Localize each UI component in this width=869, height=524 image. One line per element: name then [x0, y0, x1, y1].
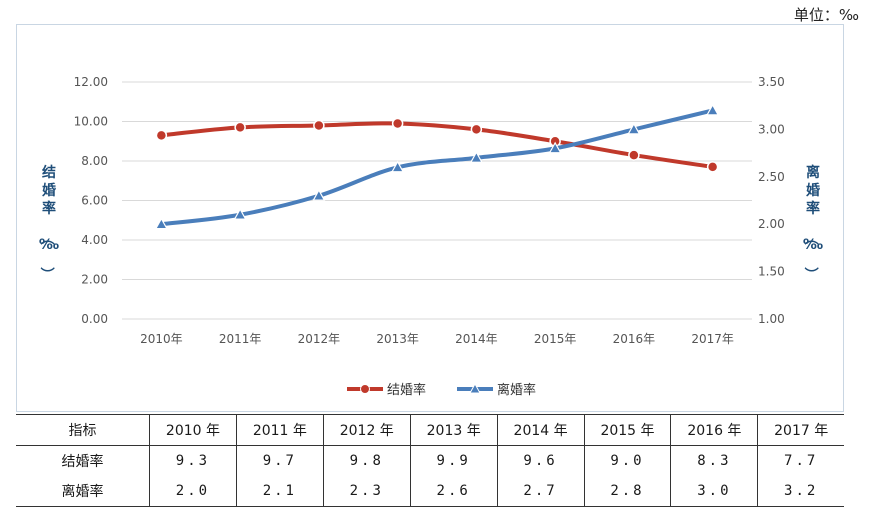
marriage-rate-point	[313, 119, 325, 132]
marriage-rate-point	[628, 149, 640, 161]
table-cell: 2.6	[409, 476, 498, 507]
marriage-rate-point	[234, 121, 246, 134]
table-year-header: 2010 年	[149, 414, 237, 446]
divorce-rate-point	[312, 189, 326, 201]
divorce-rate-point	[233, 207, 247, 220]
table-cell: 2.3	[322, 476, 411, 507]
y-right-tick-label: 1.50	[758, 265, 785, 279]
table-cell: 9.8	[322, 445, 411, 476]
table-cell: 9.0	[583, 445, 671, 476]
divorce-rate-point	[548, 141, 562, 154]
table-cell: 2.1	[235, 476, 324, 507]
table-year-header: 2015 年	[583, 414, 671, 446]
x-tick-label: 2014年	[455, 332, 498, 346]
x-tick-label: 2017年	[691, 332, 734, 346]
table-row-label: 离婚率	[16, 476, 150, 507]
table-year-header: 2016 年	[670, 414, 758, 446]
y-right-tick-label: 3.00	[758, 122, 785, 136]
table-cell: 7.7	[757, 445, 844, 476]
y-right-tick-label: 3.50	[758, 75, 785, 89]
table-cell: 2.7	[496, 476, 585, 507]
y-left-tick-label: 6.00	[81, 194, 108, 208]
x-tick-label: 2011年	[219, 332, 262, 346]
table-year-header: 2012 年	[322, 414, 411, 446]
series-line-0	[159, 121, 715, 169]
divorce-rate-point	[391, 160, 405, 173]
table-cell: 2.0	[149, 476, 237, 507]
table-row: 结婚率 9.3 9.7 9.8 9.9 9.6 9.0 8.3 7.7	[16, 445, 844, 476]
line-chart: 0.00 2.00 4.00 6.00 8.00 10.00 12.00 1.00 1.50 2.…	[38, 75, 823, 398]
divorce-rate-point	[706, 103, 720, 116]
y-left-tick-label: 12.00	[74, 75, 108, 89]
legend-marker-circle	[360, 384, 370, 394]
y-right-tick-label: 2.50	[758, 170, 785, 184]
x-tick-label: 2012年	[298, 332, 341, 346]
table-year-header: 2017 年	[757, 414, 844, 446]
table-cell: 8.3	[670, 445, 758, 476]
x-tick-label: 2013年	[376, 332, 419, 346]
chart-panel: 0.00 2.00 4.00 6.00 8.00 10.00 12.00 1.00 1.50 2.…	[16, 24, 844, 412]
y-left-tick-label: 10.00	[74, 115, 108, 129]
legend-marker-triangle	[469, 382, 481, 394]
table-header-label: 指标	[16, 414, 150, 446]
table-cell: 3.0	[670, 476, 758, 507]
table-body: 结婚率 9.3 9.7 9.8 9.9 9.6 9.0 8.3 7.7 离婚率 2.0 2.1 2.3 2…	[16, 445, 844, 507]
y-left-axis-label: 结婚率（‰）	[38, 164, 59, 281]
divorce-rate-point	[469, 151, 483, 163]
legend-label: 结婚率	[387, 382, 426, 398]
table-year-header: 2011 年	[235, 414, 324, 446]
y-right-tick-label: 1.00	[758, 312, 785, 326]
marriage-rate-point	[155, 129, 168, 142]
marriage-rate-point	[470, 123, 483, 136]
y-left-tick-label: 2.00	[81, 273, 108, 287]
table-row: 离婚率 2.0 2.1 2.3 2.6 2.7 2.8 3.0 3.2	[16, 476, 844, 507]
marriage-rate-point	[706, 161, 719, 173]
table-year-header: 2013 年	[409, 414, 498, 446]
x-tick-label: 2016年	[613, 332, 656, 346]
x-tick-label: 2010年	[140, 332, 183, 346]
divorce-rate-point	[627, 122, 641, 135]
table-cell: 9.6	[496, 445, 585, 476]
x-tick-label: 2015年	[534, 332, 577, 346]
y-right-tick-label: 2.00	[758, 217, 785, 231]
table-cell: 9.9	[409, 445, 498, 476]
y-right-axis-label: 离婚率（‰）	[802, 164, 823, 281]
marriage-rate-point	[391, 117, 404, 130]
unit-label: 单位：‰	[793, 6, 859, 24]
legend-label: 离婚率	[497, 382, 536, 398]
table-cell: 3.2	[757, 476, 844, 507]
table-row-label: 结婚率	[61, 454, 104, 470]
y-left-tick-label: 4.00	[81, 233, 108, 247]
table-cell: 9.3	[149, 445, 237, 476]
table-year-header: 2014 年	[496, 414, 585, 446]
y-left-tick-label: 0.00	[81, 312, 108, 326]
table-cell: 2.8	[583, 476, 671, 507]
divorce-rate-point	[154, 217, 168, 230]
table-cell: 9.7	[235, 445, 324, 476]
y-left-tick-label: 8.00	[81, 154, 108, 168]
